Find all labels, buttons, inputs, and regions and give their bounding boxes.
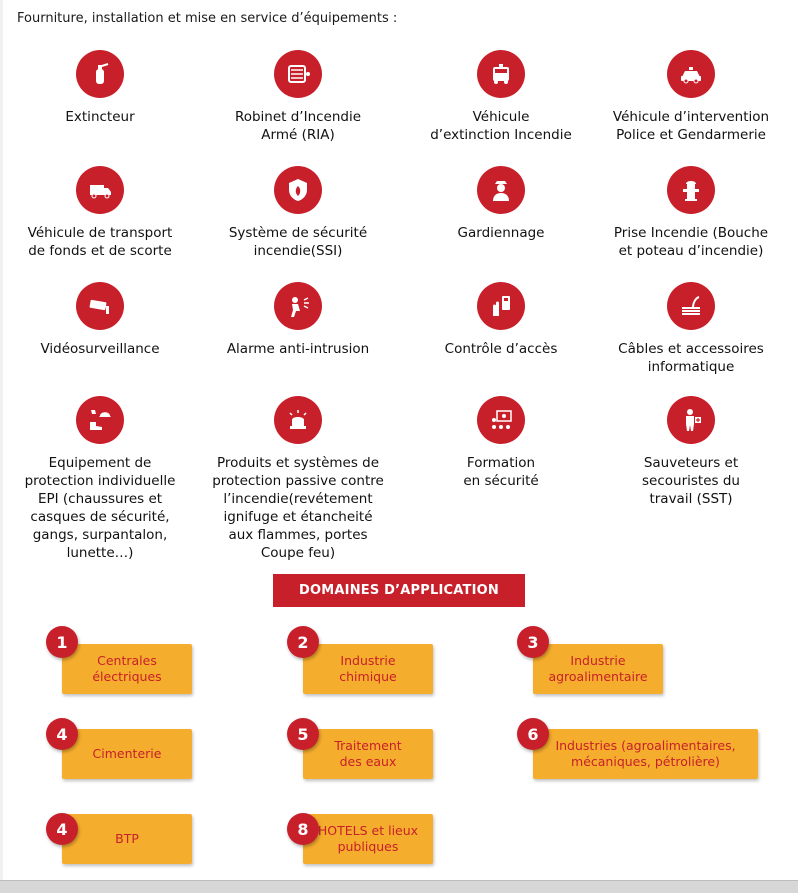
access-control-icon (477, 282, 525, 330)
service-label: Equipement de protection individuelle EP… (24, 455, 176, 561)
service-hydrant: Prise Incendie (Bouche et poteau d’incen… (596, 166, 786, 260)
domain-box: Traitement des eaux (303, 729, 433, 779)
domain-box: BTP (62, 814, 192, 864)
service-extinguisher: Extincteur (5, 50, 195, 126)
service-guarding: Gardiennage (406, 166, 596, 242)
fire-extinguisher-icon (76, 50, 124, 98)
service-label: Véhicule d’extinction Incendie (430, 109, 572, 143)
domain-number-badge: 5 (287, 718, 319, 750)
domain-box: HOTELS et lieux publiques (303, 814, 433, 864)
first-aider-icon (667, 396, 715, 444)
service-label: Prise Incendie (Bouche et poteau d’incen… (613, 225, 769, 259)
service-label: Gardiennage (457, 225, 545, 241)
fire-truck-icon (477, 50, 525, 98)
service-label: Formation en sécurité (463, 455, 539, 489)
service-label: Véhicule de transport de fonds et de sco… (27, 225, 173, 259)
police-car-icon (667, 50, 715, 98)
service-training: Formation en sécurité (406, 396, 596, 490)
page-edge (0, 0, 3, 880)
domain-box: Industrie chimique (303, 644, 433, 694)
cable-icon (667, 282, 715, 330)
fire-shield-icon (274, 166, 322, 214)
armored-truck-icon (76, 166, 124, 214)
service-ssi: Système de sécurité incendie(SSI) (203, 166, 393, 260)
cctv-camera-icon (76, 282, 124, 330)
service-label: Extincteur (65, 109, 135, 125)
domain-box: Centrales électriques (62, 644, 192, 694)
domain-number-badge: 8 (287, 813, 319, 845)
service-label: Vidéosurveillance (40, 341, 160, 357)
service-passive-protection: Produits et systèmes de protection passi… (203, 396, 393, 562)
service-cctv: Vidéosurveillance (5, 282, 195, 358)
domain-number-badge: 4 (46, 813, 78, 845)
service-label: Produits et systèmes de protection passi… (212, 455, 384, 561)
service-ppe: Equipement de protection individuelle EP… (5, 396, 195, 562)
domains-title: DOMAINES D’APPLICATION (273, 574, 525, 607)
service-armored-truck: Véhicule de transport de fonds et de sco… (5, 166, 195, 260)
service-cables: Câbles et accessoires informatique (596, 282, 786, 376)
service-label: Alarme anti-intrusion (226, 341, 370, 357)
service-police-car: Véhicule d’intervention Police et Gendar… (596, 50, 786, 144)
service-access-control: Contrôle d’accès (406, 282, 596, 358)
ppe-icon (76, 396, 124, 444)
fire-hydrant-icon (667, 166, 715, 214)
service-first-aid: Sauveteurs et secouristes du travail (SS… (596, 396, 786, 508)
burglar-alarm-icon (274, 282, 322, 330)
domain-box: Cimenterie (62, 729, 192, 779)
fire-hose-reel-icon (274, 50, 322, 98)
intro-heading: Fourniture, installation et mise en serv… (17, 11, 398, 26)
service-label: Contrôle d’accès (444, 341, 558, 357)
alarm-beacon-icon (274, 396, 322, 444)
training-icon (477, 396, 525, 444)
domain-number-badge: 2 (287, 626, 319, 658)
service-label: Robinet d’Incendie Armé (RIA) (234, 109, 362, 143)
service-label: Câbles et accessoires informatique (618, 341, 764, 375)
domain-number-badge: 3 (517, 626, 549, 658)
service-label: Véhicule d’intervention Police et Gendar… (612, 109, 770, 143)
domain-number-badge: 6 (517, 718, 549, 750)
service-label: Sauveteurs et secouristes du travail (SS… (642, 455, 740, 507)
security-guard-icon (477, 166, 525, 214)
service-ria: Robinet d’Incendie Armé (RIA) (203, 50, 393, 144)
domain-box: Industrie agroalimentaire (533, 644, 663, 694)
service-intrusion-alarm: Alarme anti-intrusion (203, 282, 393, 358)
domain-number-badge: 4 (46, 718, 78, 750)
domain-box: Industries (agroalimentaires, mécaniques… (533, 729, 758, 779)
bottom-scrollbar[interactable] (0, 880, 798, 893)
service-label: Système de sécurité incendie(SSI) (228, 225, 368, 259)
domain-number-badge: 1 (46, 626, 78, 658)
service-fire-truck: Véhicule d’extinction Incendie (406, 50, 596, 144)
